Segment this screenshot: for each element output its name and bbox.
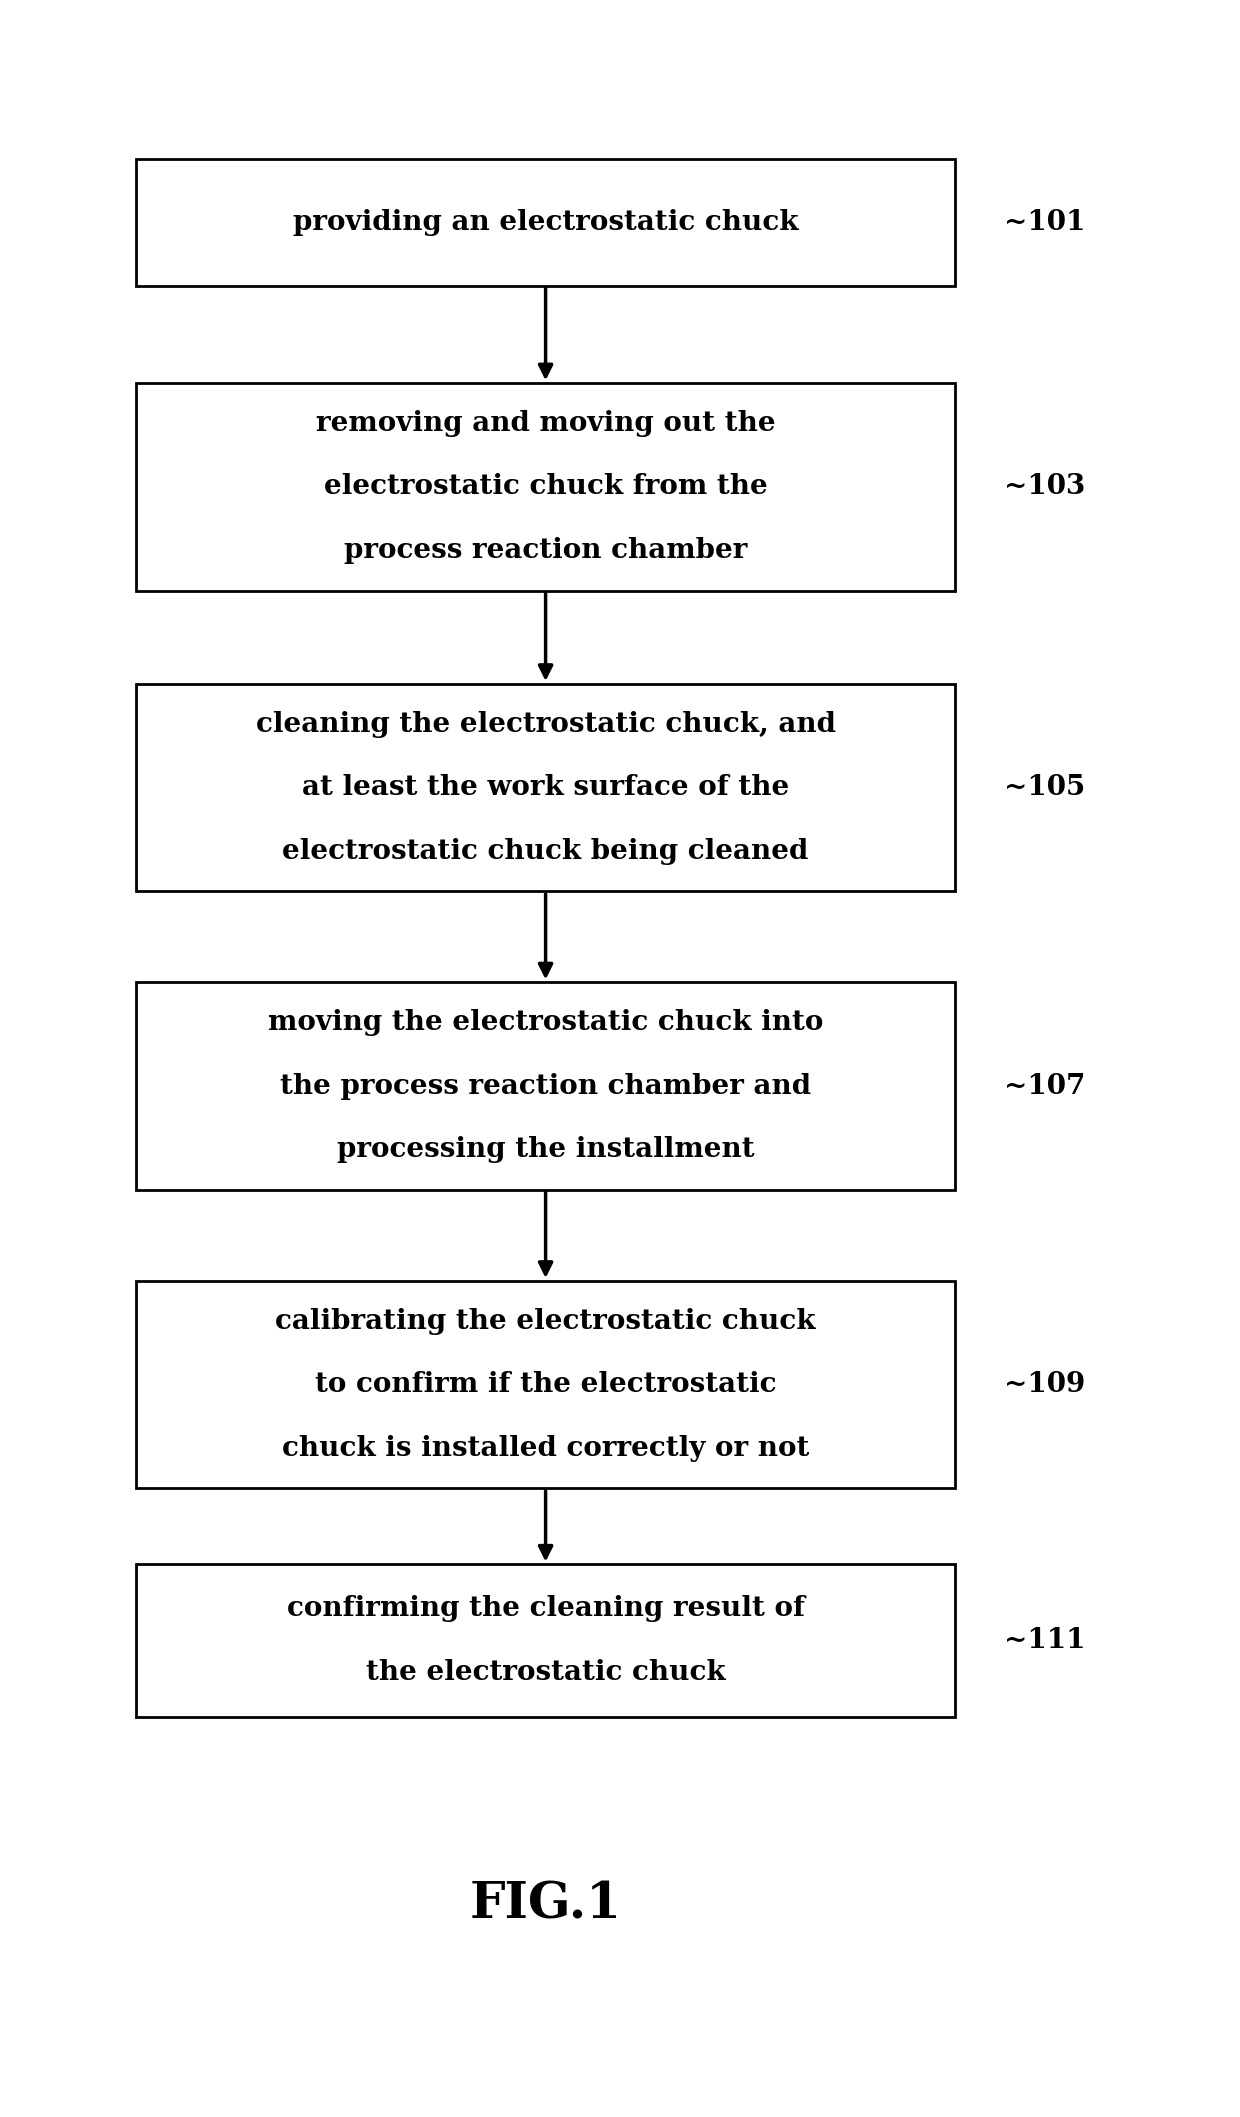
FancyBboxPatch shape <box>136 383 955 591</box>
Text: moving the electrostatic chuck into: moving the electrostatic chuck into <box>268 1010 823 1035</box>
Text: processing the installment: processing the installment <box>337 1137 754 1162</box>
Text: the electrostatic chuck: the electrostatic chuck <box>366 1660 725 1685</box>
Text: electrostatic chuck from the: electrostatic chuck from the <box>324 474 768 500</box>
Text: confirming the cleaning result of: confirming the cleaning result of <box>286 1596 805 1622</box>
Text: removing and moving out the: removing and moving out the <box>316 411 775 436</box>
Text: providing an electrostatic chuck: providing an electrostatic chuck <box>293 210 799 235</box>
Text: at least the work surface of the: at least the work surface of the <box>303 775 789 800</box>
Text: ~101: ~101 <box>1004 210 1086 235</box>
Text: the process reaction chamber and: the process reaction chamber and <box>280 1073 811 1099</box>
Text: to confirm if the electrostatic: to confirm if the electrostatic <box>315 1372 776 1397</box>
Text: process reaction chamber: process reaction chamber <box>343 538 748 563</box>
FancyBboxPatch shape <box>136 982 955 1190</box>
Text: chuck is installed correctly or not: chuck is installed correctly or not <box>281 1435 810 1461</box>
Text: ~105: ~105 <box>1004 775 1086 800</box>
Text: ~103: ~103 <box>1004 474 1086 500</box>
FancyBboxPatch shape <box>136 1564 955 1717</box>
Text: cleaning the electrostatic chuck, and: cleaning the electrostatic chuck, and <box>255 711 836 737</box>
Text: ~109: ~109 <box>1004 1372 1086 1397</box>
Text: electrostatic chuck being cleaned: electrostatic chuck being cleaned <box>283 838 808 864</box>
Text: ~111: ~111 <box>1004 1628 1086 1653</box>
FancyBboxPatch shape <box>136 684 955 891</box>
FancyBboxPatch shape <box>136 159 955 286</box>
Text: calibrating the electrostatic chuck: calibrating the electrostatic chuck <box>275 1308 816 1334</box>
Text: FIG.1: FIG.1 <box>470 1880 621 1931</box>
Text: ~107: ~107 <box>1004 1073 1086 1099</box>
FancyBboxPatch shape <box>136 1281 955 1488</box>
